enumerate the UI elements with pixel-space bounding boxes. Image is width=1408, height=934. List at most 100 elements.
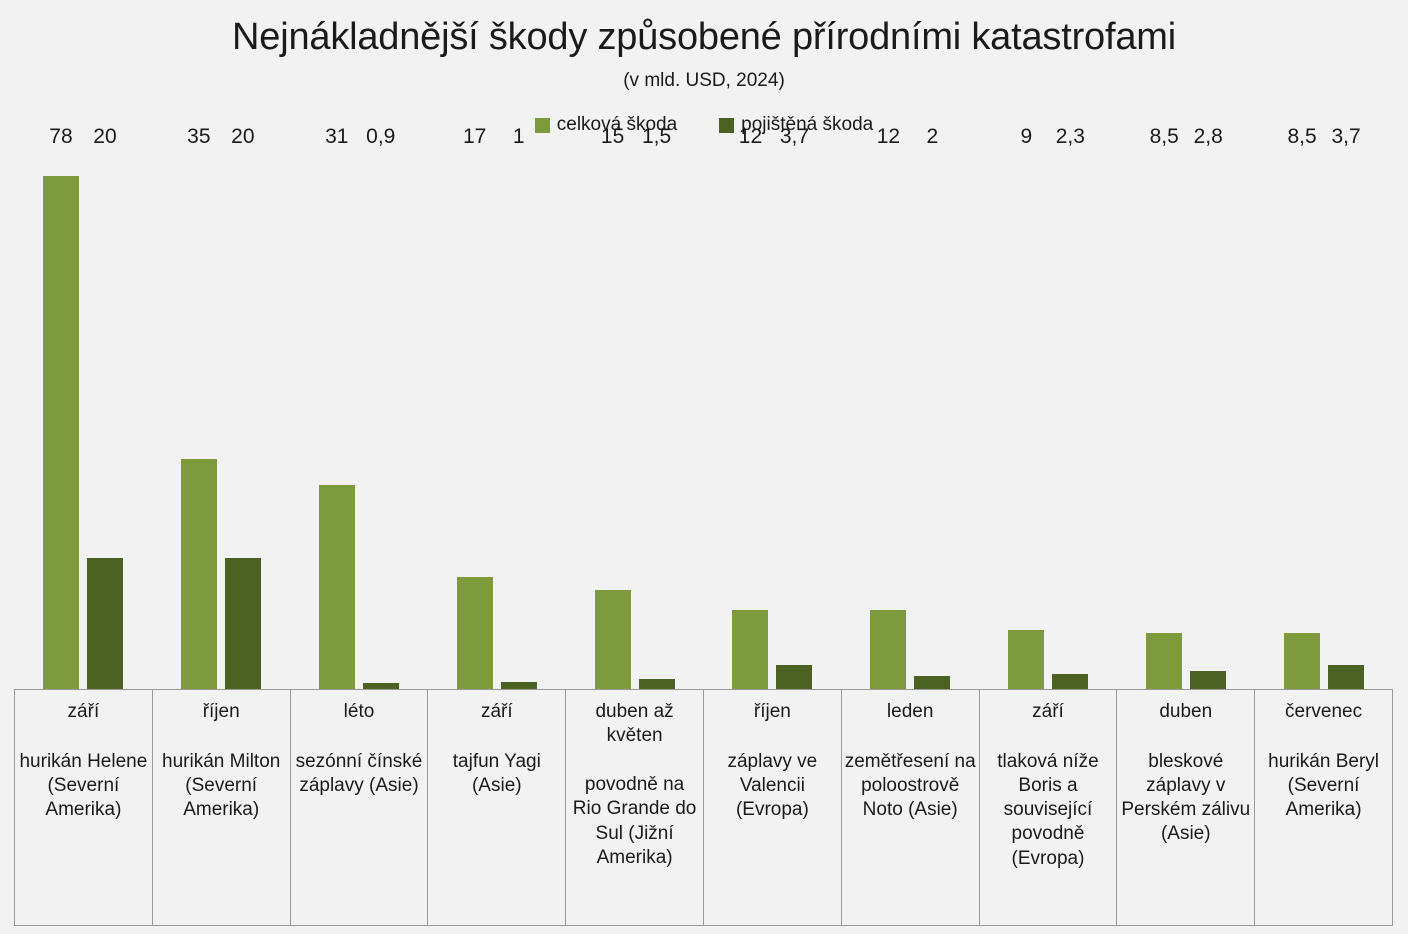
chart-title: Nejnákladnější škody způsobené přírodním… [232, 16, 1176, 58]
axis-cell: září tajfun Yagi (Asie) [428, 690, 567, 925]
legend-item-celkova-skoda[interactable]: celková škoda [534, 114, 678, 136]
bar-value-label: 3,7 [779, 125, 810, 148]
bar-celkova-skoda[interactable]: 31 [318, 126, 355, 689]
bar-pojistena-skoda[interactable]: 3,7 [776, 126, 813, 689]
bar-group: 12 2 [841, 126, 979, 689]
bar-value-label: 17 [462, 125, 487, 148]
bar-celkova-skoda[interactable]: 8,5 [1284, 126, 1321, 689]
bar-celkova-skoda[interactable]: 9 [1008, 126, 1045, 689]
legend-swatch-icon [534, 117, 550, 133]
bar-pojistena-skoda[interactable]: 20 [224, 126, 261, 689]
bar-value-label: 2,8 [1193, 125, 1223, 148]
bar-value-label: 20 [93, 125, 117, 148]
bar-pojistena-skoda[interactable]: 20 [86, 126, 123, 689]
bar-value-label: 20 [231, 125, 255, 148]
axis-cell: říjen záplavy ve Valencii (Evropa) [704, 690, 842, 925]
bar-value-label: 0,9 [366, 125, 396, 148]
bar-value-label: 2,3 [1055, 125, 1085, 148]
bar-total-wrap: 35 [180, 126, 217, 689]
chart-legend: celková škoda pojištěná škoda [0, 114, 1408, 136]
legend-item-label: celková škoda [556, 114, 678, 135]
category-axis-table: září hurikán Helene (Severní Amerika) říje… [14, 689, 1393, 926]
bar-total-wrap: 78 [42, 126, 79, 689]
bar-value-label: 8,5 [1287, 125, 1317, 148]
chart-subtitle: (v mld. USD, 2024) [623, 70, 785, 91]
bar-value-label: 15 [600, 125, 625, 148]
bar-total-wrap: 15 [594, 126, 631, 689]
axis-period-label: leden [886, 701, 934, 722]
axis-cell: říjen hurikán Milton (Severní Amerika) [153, 690, 291, 925]
bar-group: 12 3,7 [704, 126, 842, 689]
axis-period-label: září [480, 701, 513, 722]
bar-group: 35 20 [152, 126, 290, 689]
axis-event-label: hurikán Beryl (Severní Amerika) [1268, 750, 1380, 821]
axis-period-label: duben až květen [595, 701, 674, 746]
bar-insured-wrap: 0,9 [362, 126, 399, 689]
bar-pojistena-skoda[interactable]: 3,7 [1328, 126, 1365, 689]
bar-pojistena-skoda[interactable]: 2,3 [1052, 126, 1089, 689]
bar-celkova-skoda[interactable]: 17 [456, 126, 493, 689]
bar-insured-wrap: 2 [914, 126, 951, 689]
bar-insured-wrap: 2,8 [1190, 126, 1227, 689]
bar-group: 15 1,5 [566, 126, 704, 689]
bar-value-label: 1,5 [641, 125, 672, 148]
bar-celkova-skoda[interactable]: 78 [42, 126, 79, 689]
bar-pojistena-skoda[interactable]: 2,8 [1190, 126, 1227, 689]
legend-item-pojistena-skoda[interactable]: pojištěná škoda [719, 114, 873, 136]
axis-period-label: červenec [1285, 701, 1363, 722]
axis-period-label: říjen [202, 701, 240, 722]
bar-total-wrap: 8,5 [1146, 126, 1183, 689]
bar-insured-wrap: 20 [224, 126, 261, 689]
bar-total-wrap: 12 [732, 126, 769, 689]
bar-celkova-skoda[interactable]: 15 [594, 126, 631, 689]
axis-period-label: září [67, 701, 100, 722]
bar-value-label: 9 [1020, 125, 1033, 148]
bar-total-wrap: 8,5 [1284, 126, 1321, 689]
bar-value-label: 3,7 [1331, 125, 1361, 148]
plot-area: 78 20 35 20 31 0,9 17 1 15 1,5 12 3,7 12 2 9 2,3 8,5 2,8 8… [14, 126, 1393, 689]
axis-event-label: hurikán Milton (Severní Amerika) [162, 750, 281, 821]
bar-celkova-skoda[interactable]: 12 [870, 126, 907, 689]
bar-pojistena-skoda[interactable]: 1,5 [638, 126, 675, 689]
bar-group: 17 1 [428, 126, 566, 689]
bar-insured-wrap: 2,3 [1052, 126, 1089, 689]
axis-event-label: tlaková níže Boris a související povodně… [997, 750, 1099, 869]
bar-value-label: 12 [738, 125, 763, 148]
bar-value-label: 35 [187, 125, 211, 148]
bar-celkova-skoda[interactable]: 12 [732, 126, 769, 689]
bar-group: 8,5 2,8 [1117, 126, 1255, 689]
axis-period-label: září [1032, 701, 1064, 722]
bar-pojistena-skoda[interactable]: 2 [914, 126, 951, 689]
axis-event-label: záplavy ve Valencii (Evropa) [727, 750, 818, 821]
axis-event-label: zemětřesení na poloostrově Noto (Asie) [844, 750, 976, 821]
legend-item-label: pojištěná škoda [741, 114, 874, 135]
bar-value-label: 2 [926, 125, 939, 148]
axis-cell: duben až květen povodně na Rio Grande do … [566, 690, 704, 925]
bar-celkova-skoda[interactable]: 8,5 [1146, 126, 1183, 689]
bar-group: 31 0,9 [290, 126, 428, 689]
bar-value-label: 31 [325, 125, 349, 148]
bar-value-label: 8,5 [1149, 125, 1179, 148]
axis-period-label: duben [1159, 701, 1213, 722]
axis-cell: září tlaková níže Boris a související pov… [980, 690, 1118, 925]
bar-insured-wrap: 1,5 [638, 126, 675, 689]
bar-pojistena-skoda[interactable]: 0,9 [362, 126, 399, 689]
axis-event-label: bleskové záplavy v Perském zálivu (Asie) [1121, 750, 1251, 845]
axis-period-label: léto [343, 701, 375, 722]
bar-celkova-skoda[interactable]: 35 [180, 126, 217, 689]
axis-period-label: říjen [753, 701, 791, 722]
axis-cell: leden zemětřesení na poloostrově Noto (As… [842, 690, 980, 925]
bar-value-label: 12 [876, 125, 901, 148]
bar-value-label: 78 [49, 125, 73, 148]
axis-event-label: sezónní čínské záplavy (Asie) [295, 750, 423, 796]
axis-event-label: tajfun Yagi (Asie) [452, 750, 541, 796]
axis-cell: září hurikán Helene (Severní Amerika) [15, 690, 153, 925]
axis-event-label: hurikán Helene (Severní Amerika) [19, 750, 148, 821]
bar-total-wrap: 31 [318, 126, 355, 689]
bar-total-wrap: 17 [456, 126, 493, 689]
bar-insured-wrap: 20 [86, 126, 123, 689]
bar-group: 8,5 3,7 [1255, 126, 1393, 689]
axis-cell: léto sezónní čínské záplavy (Asie) [291, 690, 429, 925]
bar-pojistena-skoda[interactable]: 1 [500, 126, 537, 689]
